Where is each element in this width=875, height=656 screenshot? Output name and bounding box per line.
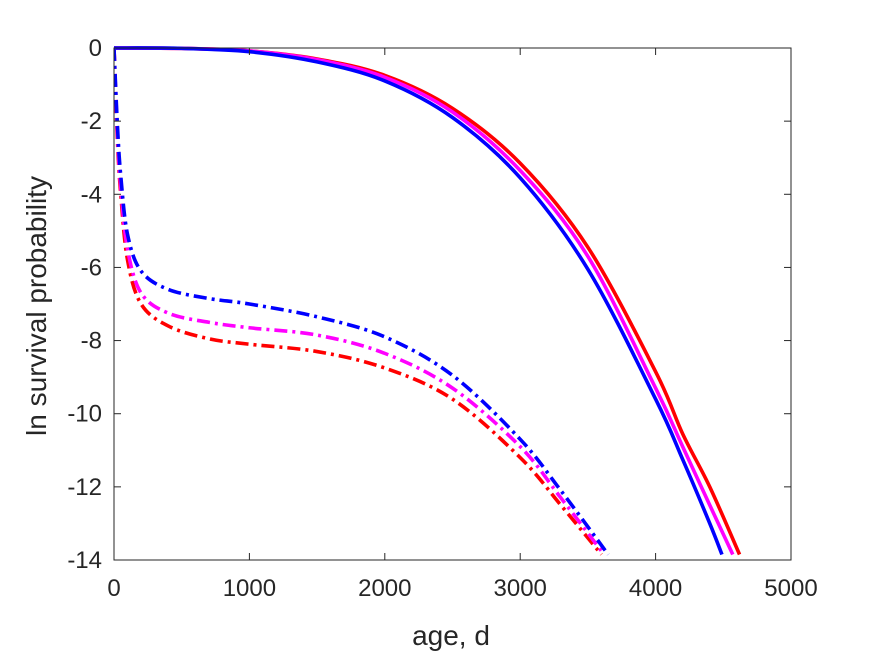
x-tick-label: 0: [107, 575, 120, 602]
y-tick-label: -8: [81, 328, 102, 355]
y-tick-label: -10: [67, 401, 102, 428]
axes-box: [113, 47, 792, 561]
y-tick-label: -12: [67, 474, 102, 501]
x-tick-label: 3000: [494, 575, 547, 602]
y-tick-label: -4: [81, 181, 102, 208]
x-tick-label: 5000: [764, 575, 817, 602]
y-tick-label: 0: [89, 35, 102, 62]
series-line-dashdot-6: [114, 47, 610, 556]
x-tick-label: 1000: [223, 575, 276, 602]
y-tick-label: -6: [81, 254, 102, 281]
x-axis-title: age, d: [412, 620, 490, 651]
y-tick-label: -2: [81, 108, 102, 135]
y-tick-label: -14: [67, 547, 102, 574]
x-tick-label: 4000: [629, 575, 682, 602]
axes-layer: 0 1000 2000 3000 4000 5000 0 -2 -4 -6 -8 -10 -12 -14: [67, 35, 817, 602]
y-axis-title: ln survival probability: [21, 176, 52, 436]
x-tick-label: 2000: [358, 575, 411, 602]
